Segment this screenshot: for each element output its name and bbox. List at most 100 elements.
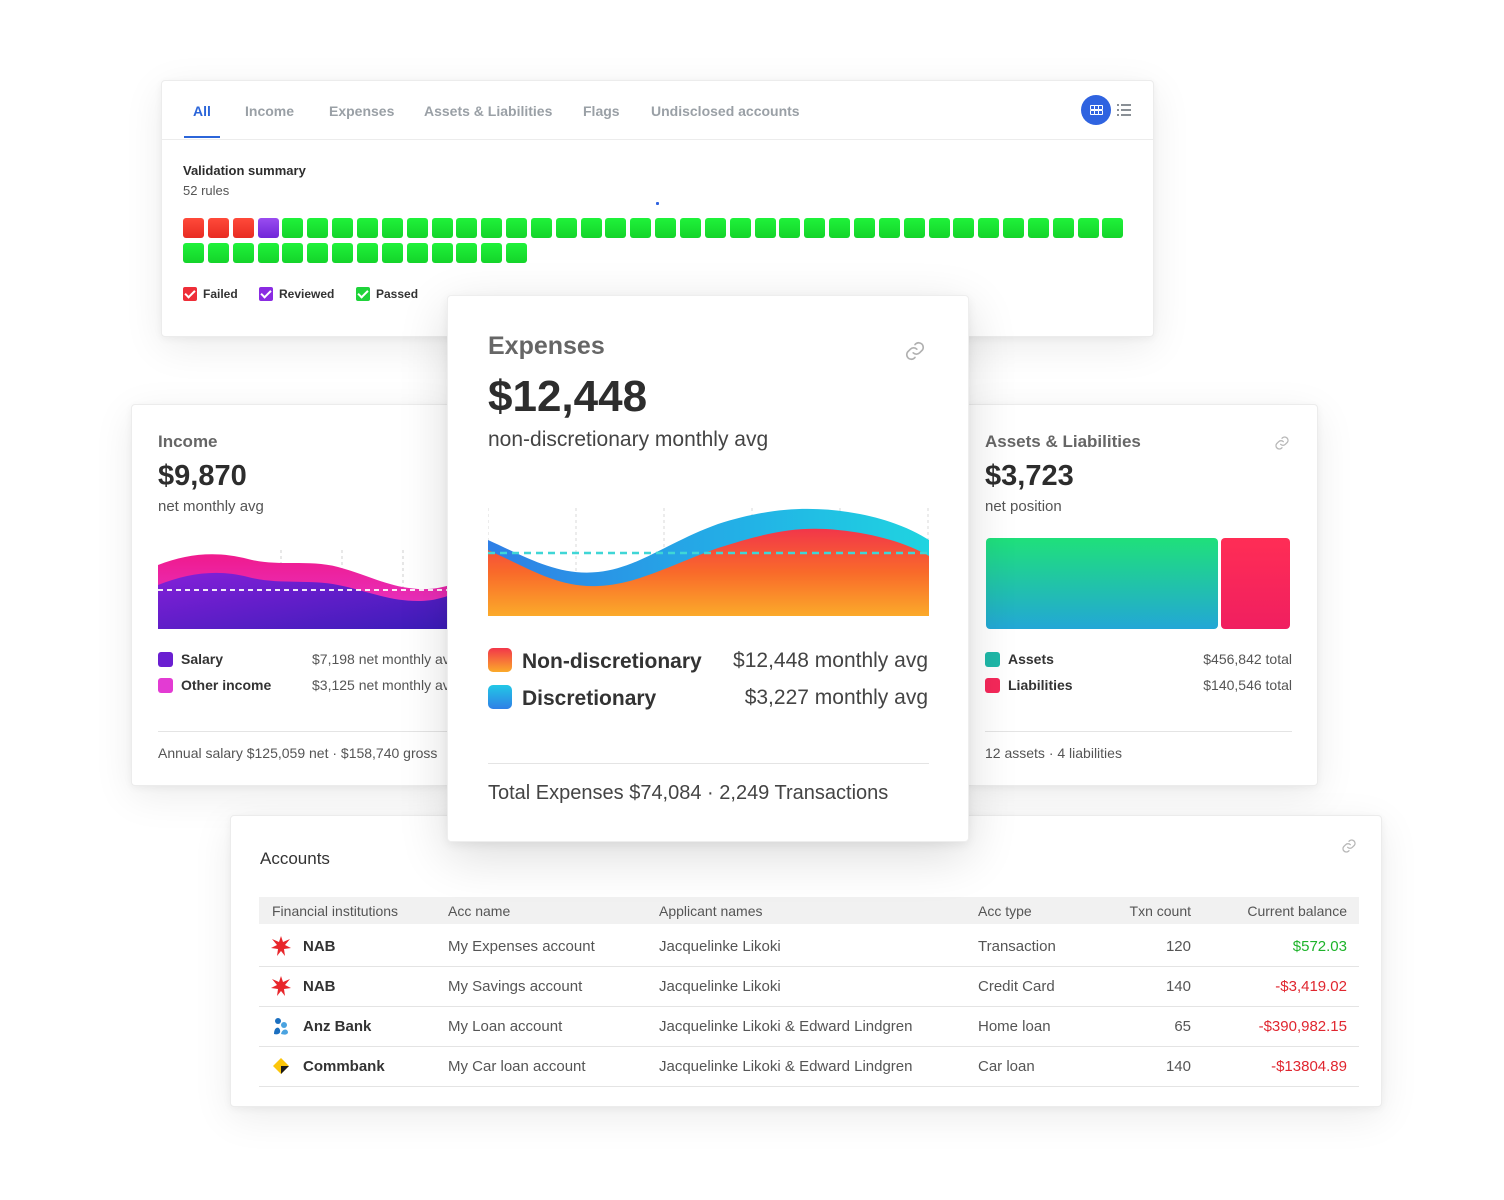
- rule-passed[interactable]: [481, 218, 503, 238]
- expenses-subtitle: non-discretionary monthly avg: [488, 428, 769, 451]
- commbank-diamond-icon: [273, 1058, 289, 1074]
- rule-passed[interactable]: [530, 218, 552, 238]
- rule-reviewed[interactable]: [257, 218, 279, 238]
- rule-passed[interactable]: [307, 218, 329, 238]
- assets-footer: 12 assets · 4 liabilities: [985, 745, 1122, 761]
- table-row[interactable]: Commbank My Car loan account Jacquelinke…: [259, 1046, 1359, 1087]
- list-view-icon[interactable]: [1117, 103, 1131, 117]
- expenses-card: Expenses $12,448 non-discretionary month…: [447, 295, 969, 842]
- liabilities-total: $140,546 total: [1203, 677, 1292, 693]
- expenses-footer: Total Expenses $74,084 · 2,249 Transacti…: [488, 782, 889, 804]
- assets-total: $456,842 total: [1203, 651, 1292, 667]
- legend-assets: Assets: [985, 651, 1054, 667]
- rule-passed[interactable]: [456, 218, 478, 238]
- rule-passed[interactable]: [332, 218, 354, 238]
- rule-passed[interactable]: [506, 243, 528, 263]
- col-acc-name[interactable]: Acc name: [448, 903, 511, 919]
- link-icon[interactable]: [904, 340, 926, 362]
- rule-passed[interactable]: [779, 218, 801, 238]
- rule-passed[interactable]: [207, 243, 229, 263]
- rule-passed[interactable]: [431, 243, 453, 263]
- rule-passed[interactable]: [978, 218, 1000, 238]
- col-acc-type[interactable]: Acc type: [978, 903, 1032, 919]
- link-icon[interactable]: [1274, 435, 1290, 451]
- rule-passed[interactable]: [1052, 218, 1074, 238]
- tab-flags[interactable]: Flags: [583, 103, 620, 119]
- rule-passed[interactable]: [381, 218, 403, 238]
- rule-passed[interactable]: [282, 243, 304, 263]
- rule-failed[interactable]: [207, 218, 229, 238]
- rule-passed[interactable]: [1077, 218, 1099, 238]
- rule-passed[interactable]: [356, 243, 378, 263]
- institution-name: NAB: [303, 938, 336, 955]
- rule-passed[interactable]: [704, 218, 726, 238]
- tab-assets-liabilities[interactable]: Assets & Liabilities: [424, 103, 553, 119]
- rule-passed[interactable]: [381, 243, 403, 263]
- rule-passed[interactable]: [183, 243, 204, 263]
- legend-discretionary: Discretionary: [488, 685, 656, 711]
- rule-passed[interactable]: [630, 218, 652, 238]
- rule-passed[interactable]: [506, 218, 528, 238]
- applicant-names: Jacquelinke Likoki: [659, 938, 781, 955]
- col-txn-count[interactable]: Txn count: [1129, 903, 1191, 919]
- rule-failed[interactable]: [183, 218, 204, 238]
- expenses-value: $12,448: [488, 372, 648, 421]
- rule-passed[interactable]: [754, 218, 776, 238]
- rule-passed[interactable]: [1003, 218, 1025, 238]
- rule-passed[interactable]: [1027, 218, 1049, 238]
- rule-failed[interactable]: [232, 218, 254, 238]
- applicant-names: Jacquelinke Likoki & Edward Lindgren: [659, 1018, 913, 1035]
- rule-passed[interactable]: [307, 243, 329, 263]
- table-row[interactable]: Anz Bank My Loan account Jacquelinke Lik…: [259, 1006, 1359, 1047]
- rule-passed[interactable]: [232, 243, 254, 263]
- rule-passed[interactable]: [257, 243, 279, 263]
- accounts-title: Accounts: [260, 849, 330, 868]
- col-financial-institutions[interactable]: Financial institutions: [272, 903, 399, 919]
- rule-passed[interactable]: [903, 218, 925, 238]
- legend-failed: Failed: [183, 287, 238, 301]
- checkbox-icon: [259, 287, 273, 301]
- rule-passed[interactable]: [1102, 218, 1124, 238]
- salary-swatch: [158, 652, 173, 667]
- rule-passed[interactable]: [431, 218, 453, 238]
- tab-bar: All Income Expenses Assets & Liabilities…: [162, 81, 1153, 140]
- active-tab-indicator: [184, 136, 220, 138]
- rule-passed[interactable]: [332, 243, 354, 263]
- rule-passed[interactable]: [829, 218, 851, 238]
- col-applicant-names[interactable]: Applicant names: [659, 903, 763, 919]
- rule-passed[interactable]: [605, 218, 627, 238]
- rule-passed[interactable]: [878, 218, 900, 238]
- rule-passed[interactable]: [356, 218, 378, 238]
- rule-passed[interactable]: [406, 218, 428, 238]
- acc-name: My Loan account: [448, 1018, 563, 1035]
- rule-passed[interactable]: [928, 218, 950, 238]
- rule-passed[interactable]: [804, 218, 826, 238]
- rule-passed[interactable]: [456, 243, 478, 263]
- salary-area: [158, 572, 452, 629]
- table-row[interactable]: NAB My Savings account Jacquelinke Likok…: [259, 966, 1359, 1007]
- tab-expenses[interactable]: Expenses: [329, 103, 395, 119]
- rule-passed[interactable]: [580, 218, 602, 238]
- rule-passed[interactable]: [481, 243, 503, 263]
- rule-passed[interactable]: [282, 218, 304, 238]
- table-row[interactable]: NAB My Expenses account Jacquelinke Liko…: [259, 926, 1359, 967]
- non-discretionary-swatch: [488, 648, 512, 672]
- rule-passed[interactable]: [729, 218, 751, 238]
- link-icon[interactable]: [1341, 838, 1357, 854]
- grid-view-icon[interactable]: [1081, 95, 1111, 125]
- rule-passed[interactable]: [680, 218, 701, 238]
- rule-passed[interactable]: [406, 243, 428, 263]
- tab-income[interactable]: Income: [245, 103, 295, 119]
- col-current-balance[interactable]: Current balance: [1247, 903, 1347, 919]
- rule-passed[interactable]: [853, 218, 875, 238]
- net-position-value: $3,723: [985, 460, 1074, 492]
- assets-liabilities-bar: [986, 538, 1290, 629]
- rule-passed[interactable]: [655, 218, 677, 238]
- tab-all[interactable]: All: [193, 103, 211, 119]
- rule-passed[interactable]: [555, 218, 577, 238]
- assets-subtitle: net position: [985, 498, 1062, 515]
- income-title: Income: [158, 432, 218, 451]
- rule-passed[interactable]: [953, 218, 975, 238]
- income-value: $9,870: [158, 460, 247, 492]
- tab-undisclosed-accounts[interactable]: Undisclosed accounts: [651, 103, 800, 119]
